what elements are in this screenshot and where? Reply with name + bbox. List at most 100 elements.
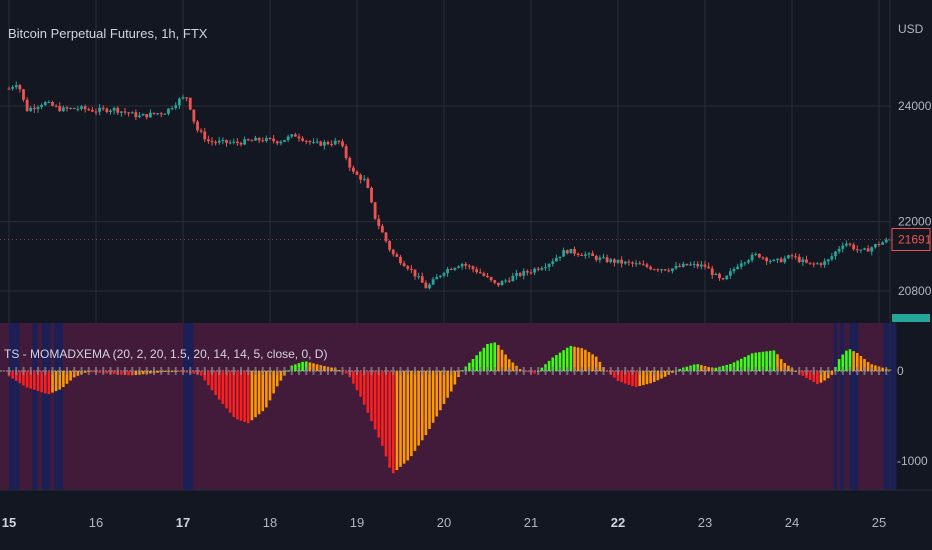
candle-body [399, 256, 402, 264]
indicator-bar [569, 345, 573, 371]
indicator-signal-mark [718, 367, 721, 375]
indicator-signal-mark [856, 367, 859, 375]
candle-body [467, 265, 471, 267]
candle-body [801, 259, 805, 263]
candle-body [765, 257, 769, 262]
time-tick-label: 19 [350, 515, 364, 530]
candle-body [76, 108, 80, 110]
indicator-bar [199, 371, 203, 376]
indicator-bar [598, 361, 602, 371]
candle-body [819, 263, 823, 265]
indicator-bar [65, 371, 69, 384]
candle-body [14, 85, 18, 88]
candle-body [576, 253, 580, 255]
candle-body [257, 137, 261, 141]
indicator-signal-mark [414, 367, 416, 375]
indicator-bar [62, 371, 65, 388]
indicator-signal-mark [762, 367, 764, 375]
time-tick-label: 15 [2, 515, 16, 530]
indicator-bar [468, 362, 471, 371]
indicator-signal-mark [682, 367, 685, 375]
time-tick-label: 22 [611, 515, 625, 530]
indicator-bar [511, 362, 515, 371]
candle-body [87, 109, 91, 111]
time-axis[interactable]: 15 16 17 18 19 20 21 22 23 24 25 [2, 515, 886, 530]
indicator-bar [105, 371, 109, 374]
indicator-bar [656, 371, 660, 381]
indicator-bar [399, 371, 402, 467]
indicator-bar [649, 371, 652, 384]
indicator-bar [246, 371, 250, 424]
indicator-signal-mark [450, 367, 453, 375]
indicator-signal-mark [457, 367, 460, 375]
indicator-bar [500, 349, 504, 371]
candle-body [464, 264, 468, 266]
indicator-bar [732, 362, 736, 371]
candle-body [870, 247, 874, 252]
indicator-signal-mark [312, 367, 315, 375]
indicator-bar [765, 351, 768, 371]
indicator-bar [747, 355, 750, 371]
indicator-signal-mark [464, 367, 467, 375]
candle-body [460, 264, 464, 267]
indicator-bar [359, 371, 362, 397]
indicator-bar [236, 371, 239, 420]
candle-body [83, 106, 87, 110]
candle-body [525, 271, 529, 273]
candle-body [235, 141, 239, 144]
indicator-signal-mark [631, 367, 634, 375]
indicator-signal-mark [102, 367, 105, 375]
candle-body [402, 263, 406, 267]
indicator-bar [156, 371, 159, 373]
indicator-signal-mark [660, 367, 663, 375]
indicator-bar [779, 359, 783, 371]
candle-body [94, 111, 98, 113]
candle-body [678, 265, 682, 267]
candle-body [714, 273, 718, 275]
candle-body [366, 178, 370, 188]
candle-body [337, 140, 341, 142]
indicator-regime-band [9, 323, 20, 490]
candle-body [203, 131, 207, 140]
time-tick-label: 25 [872, 515, 886, 530]
candle-body [750, 254, 754, 261]
candle-body [123, 111, 127, 113]
candle-body [841, 245, 845, 249]
indicator-signal-mark [522, 367, 525, 375]
indicator-bar [446, 371, 449, 398]
candle-body [112, 107, 116, 111]
indicator-signal-mark [595, 367, 598, 375]
indicator-bar [837, 359, 841, 371]
indicator-bar [540, 367, 544, 371]
candle-body [322, 142, 326, 146]
candle-body [417, 276, 421, 278]
indicator-signal-mark [559, 367, 561, 375]
candle-body [163, 113, 167, 115]
indicator-signal-mark [733, 367, 735, 375]
indicator-bar [413, 371, 417, 451]
candle-body [105, 108, 109, 113]
candle-body [90, 109, 94, 112]
indicator-bar [631, 371, 634, 387]
indicator-bar [362, 371, 366, 405]
candle-body [834, 251, 837, 257]
indicator-tick-label: -1000 [897, 454, 928, 468]
candle-body [478, 272, 482, 274]
indicator-bar [776, 354, 779, 371]
candle-body [438, 275, 442, 278]
indicator-signal-mark [530, 367, 532, 375]
candle-body [757, 253, 761, 258]
indicator-title: TS - MOMADXEMA (20, 2, 20, 1.5, 20, 14, … [4, 347, 328, 361]
indicator-signal-mark [537, 367, 540, 375]
indicator-bar [228, 371, 232, 413]
indicator-bar [750, 353, 754, 371]
indicator-bar [845, 350, 848, 371]
indicator-bar [384, 371, 388, 457]
candle-body [210, 141, 214, 143]
indicator-bar [616, 371, 620, 381]
indicator-signal-mark [421, 367, 424, 375]
candle-body [837, 248, 841, 252]
indicator-bar [232, 371, 236, 417]
indicator-bar [526, 371, 529, 373]
